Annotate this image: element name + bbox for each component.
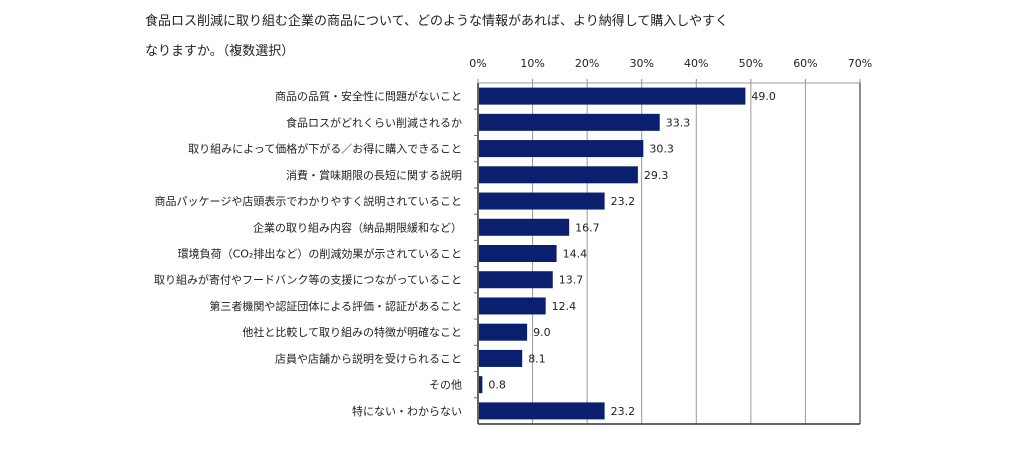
chart-title-line-1: 食品ロス削減に取り組む企業の商品について、どのような情報があれば、より納得して購… <box>145 14 729 29</box>
category-label: 取り組みが寄付やフードバンク等の支援につながっていること <box>154 273 462 287</box>
x-tick-label: 50% <box>739 57 763 70</box>
data-label: 23.2 <box>611 405 636 418</box>
category-label: 企業の取り組み内容（納品期限緩和など） <box>253 220 462 234</box>
bar <box>479 376 483 394</box>
data-label: 9.0 <box>533 326 551 339</box>
category-label: 特にない・わからない <box>352 404 462 418</box>
data-label: 8.1 <box>528 352 546 365</box>
bar <box>479 166 638 184</box>
bar <box>479 323 528 341</box>
data-label: 23.2 <box>611 195 636 208</box>
data-label: 30.3 <box>649 143 674 156</box>
category-label: 店員や店舗から説明を受けられること <box>275 351 462 365</box>
category-label: 環境負荷（CO₂排出など）の削減効果が示されていること <box>178 247 462 261</box>
x-tick-label: 20% <box>575 57 599 70</box>
x-tick-label: 0% <box>469 57 486 70</box>
category-label: 消費・賞味期限の長短に関する説明 <box>286 168 462 182</box>
category-label: 食品ロスがどれくらい削減されるか <box>286 115 462 129</box>
data-label: 13.7 <box>559 274 584 287</box>
category-label: 第三者機関や認証団体による評価・認証があること <box>209 299 462 313</box>
bar <box>479 349 523 367</box>
x-tick-label: 10% <box>520 57 544 70</box>
bar <box>479 218 570 236</box>
bar <box>479 192 605 210</box>
x-tick-label: 60% <box>793 57 817 70</box>
bar <box>479 402 605 420</box>
category-label: 他社と比較して取り組みの特徴が明確なこと <box>242 325 462 339</box>
data-label: 14.4 <box>563 248 588 261</box>
x-tick-label: 40% <box>684 57 708 70</box>
bar <box>479 245 557 262</box>
bar <box>479 113 660 131</box>
data-label: 49.0 <box>751 90 776 103</box>
data-label: 12.4 <box>552 300 577 313</box>
category-label: 取り組みによって価格が下がる／お得に購入できること <box>188 142 462 156</box>
bar <box>479 140 644 158</box>
bar <box>479 87 746 105</box>
chart-title-line-2: なりますか。（複数選択） <box>145 44 295 59</box>
x-tick-label: 70% <box>848 57 872 70</box>
data-label: 33.3 <box>666 116 691 129</box>
bar <box>479 271 553 289</box>
data-label: 29.3 <box>644 169 669 182</box>
category-label: 商品パッケージや店頭表示でわかりやすく説明されていること <box>155 194 462 208</box>
data-label: 16.7 <box>575 221 600 234</box>
x-tick-label: 30% <box>629 57 653 70</box>
data-label: 0.8 <box>488 379 506 392</box>
category-label: その他 <box>429 379 462 392</box>
bar <box>479 297 546 315</box>
category-label: 商品の品質・安全性に問題がないこと <box>275 89 462 103</box>
